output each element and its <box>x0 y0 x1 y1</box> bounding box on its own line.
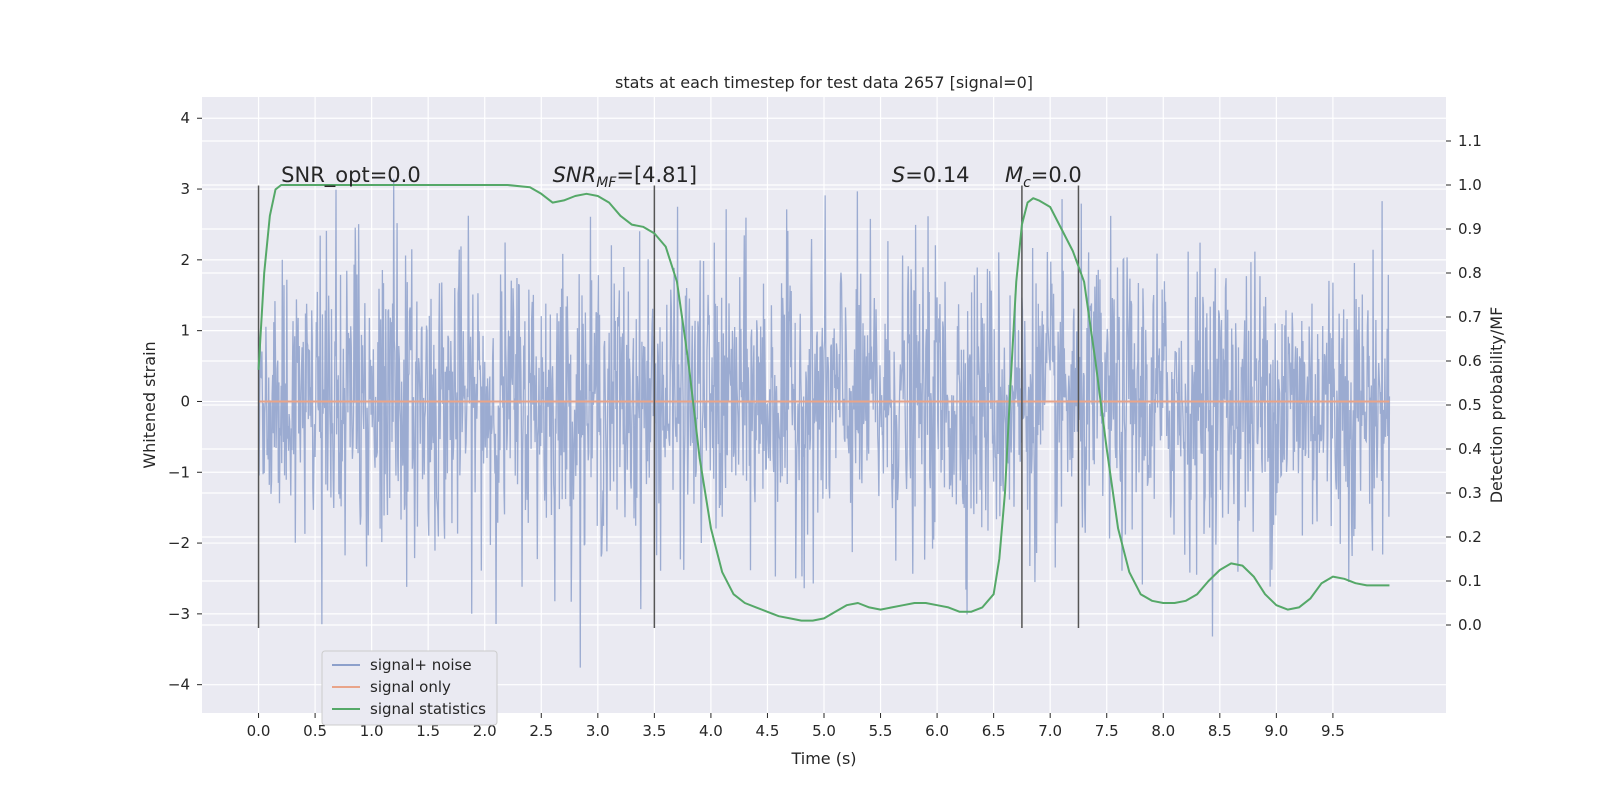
x-tick-label: 1.5 <box>416 722 440 740</box>
y2-tick-label: 0.1 <box>1458 572 1482 590</box>
y2-tick-label: 0.6 <box>1458 352 1482 370</box>
x-tick-label: 0.0 <box>247 722 271 740</box>
x-tick-label: 7.5 <box>1095 722 1119 740</box>
y2-tick-label: 0.9 <box>1458 220 1482 238</box>
y2-tick-label: 0.4 <box>1458 440 1482 458</box>
y2-tick-label: 0.3 <box>1458 484 1482 502</box>
x-tick-label: 5.5 <box>869 722 893 740</box>
x-tick-label: 2.0 <box>473 722 497 740</box>
annotation-text: SNR_opt=0.0 <box>281 163 421 188</box>
x-tick-label: 2.5 <box>529 722 553 740</box>
y-axis-label: Whitened strain <box>140 341 159 468</box>
x-tick-label: 3.5 <box>642 722 666 740</box>
y2-tick-label: 0.7 <box>1458 308 1482 326</box>
x-tick-label: 4.5 <box>756 722 780 740</box>
y-tick-label: −3 <box>168 605 190 623</box>
x-tick-label: 0.5 <box>303 722 327 740</box>
x-axis-label: Time (s) <box>790 749 856 768</box>
y-tick-label: 1 <box>180 322 190 340</box>
x-tick-label: 3.0 <box>586 722 610 740</box>
y-tick-label: −1 <box>168 463 190 481</box>
y2-tick-label: 0.5 <box>1458 396 1482 414</box>
y2-tick-label: 1.1 <box>1458 132 1482 150</box>
legend-label-signal-only: signal only <box>370 678 451 696</box>
annotation-text: SNRMF=[4.81] <box>553 163 698 191</box>
annotation-text: S=0.14 <box>892 163 970 187</box>
chart-title: stats at each timestep for test data 265… <box>615 73 1033 92</box>
y-tick-label: 3 <box>180 180 190 198</box>
annotations: SNR_opt=0.0 SNRMF=[4.81] S=0.14 Mc=0.0 <box>281 163 1082 191</box>
x-tick-label: 9.5 <box>1321 722 1345 740</box>
annotation-text: Mc=0.0 <box>1005 163 1082 191</box>
y2-axis-label: Detection probability/MF <box>1487 307 1506 504</box>
y-axis-ticks: −4 −3 −2 −1 0 1 2 3 4 <box>168 109 202 694</box>
x-tick-label: 9.0 <box>1264 722 1288 740</box>
y-tick-label: 2 <box>180 251 190 269</box>
y2-tick-label: 1.0 <box>1458 176 1482 194</box>
y-tick-label: 4 <box>180 109 190 127</box>
legend-label-signal-plus-noise: signal+ noise <box>370 656 472 674</box>
x-tick-label: 6.0 <box>925 722 949 740</box>
legend: signal+ noise signal only signal statist… <box>321 650 498 726</box>
y-tick-label: −4 <box>168 676 190 694</box>
x-tick-label: 8.0 <box>1151 722 1175 740</box>
y2-axis-ticks: 0.0 0.1 0.2 0.3 0.4 0.5 0.6 0.7 0.8 0.9 1.0 1.1 <box>1446 132 1482 634</box>
y2-tick-label: 0.2 <box>1458 528 1482 546</box>
x-tick-label: 8.5 <box>1208 722 1232 740</box>
legend-label-signal-statistics: signal statistics <box>370 700 486 718</box>
x-tick-label: 6.5 <box>982 722 1006 740</box>
x-tick-label: 4.0 <box>699 722 723 740</box>
x-tick-label: 7.0 <box>1038 722 1062 740</box>
marker-lines <box>257 185 1080 629</box>
x-tick-label: 5.0 <box>812 722 836 740</box>
legend-box <box>321 650 498 726</box>
x-axis-ticks: 0.0 0.5 1.0 1.5 2.0 2.5 3.0 3.5 4.0 4.5 5.0 5.5 6.0 6… <box>247 713 1345 740</box>
x-tick-label: 1.0 <box>360 722 384 740</box>
y-tick-label: 0 <box>180 392 190 410</box>
signal-statistics-series <box>257 184 1390 622</box>
y2-tick-label: 0.0 <box>1458 616 1482 634</box>
y-tick-label: −2 <box>168 534 190 552</box>
y2-tick-label: 0.8 <box>1458 264 1482 282</box>
signal-statistics-line <box>257 184 1390 622</box>
